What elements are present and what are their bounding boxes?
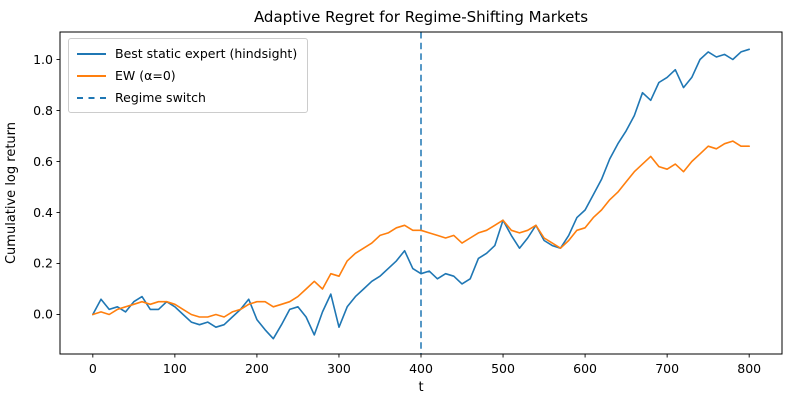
legend: Best static expert (hindsight) EW (α=0) Re… [68,38,309,113]
legend-entry-label: Best static expert (hindsight) [115,46,298,61]
y-axis-label: Cumulative log return [4,122,19,264]
y-tick-label: 0.4 [33,205,53,220]
y-tick-label: 0.0 [33,307,53,322]
chart-title: Adaptive Regret for Regime-Shifting Mark… [254,8,588,26]
x-tick-label: 300 [327,361,351,376]
x-tick-label: 400 [409,361,433,376]
x-tick-label: 0 [89,361,97,376]
x-tick-label: 500 [491,361,515,376]
legend-entry: Best static expert (hindsight) [77,45,297,62]
legend-entry: Regime switch [77,89,297,106]
x-tick-label: 100 [163,361,187,376]
legend-dashed-line-icon [77,96,106,99]
x-tick-label: 800 [737,361,761,376]
y-tick-label: 1.0 [33,52,53,67]
legend-entry: EW (α=0) [77,67,297,84]
y-tick-label: 0.8 [33,103,53,118]
plot-frame [59,31,783,355]
legend-entry-label: EW (α=0) [115,68,176,83]
legend-line-icon [77,52,106,55]
legend-entry-label: Regime switch [115,90,206,105]
series-line-0 [92,48,751,340]
axes: 0 100 200 300 400 500 600 700 800 0.0 0.2 0.4 0.6 0.8… [33,31,783,376]
series-line-1 [92,140,751,318]
y-tick-label: 0.6 [33,154,53,169]
x-tick-label: 200 [245,361,269,376]
x-tick-label: 700 [655,361,679,376]
y-tick-label: 0.2 [33,256,53,271]
legend-line-icon [77,74,106,77]
x-axis-label: t [418,380,423,395]
x-tick-label: 600 [573,361,597,376]
